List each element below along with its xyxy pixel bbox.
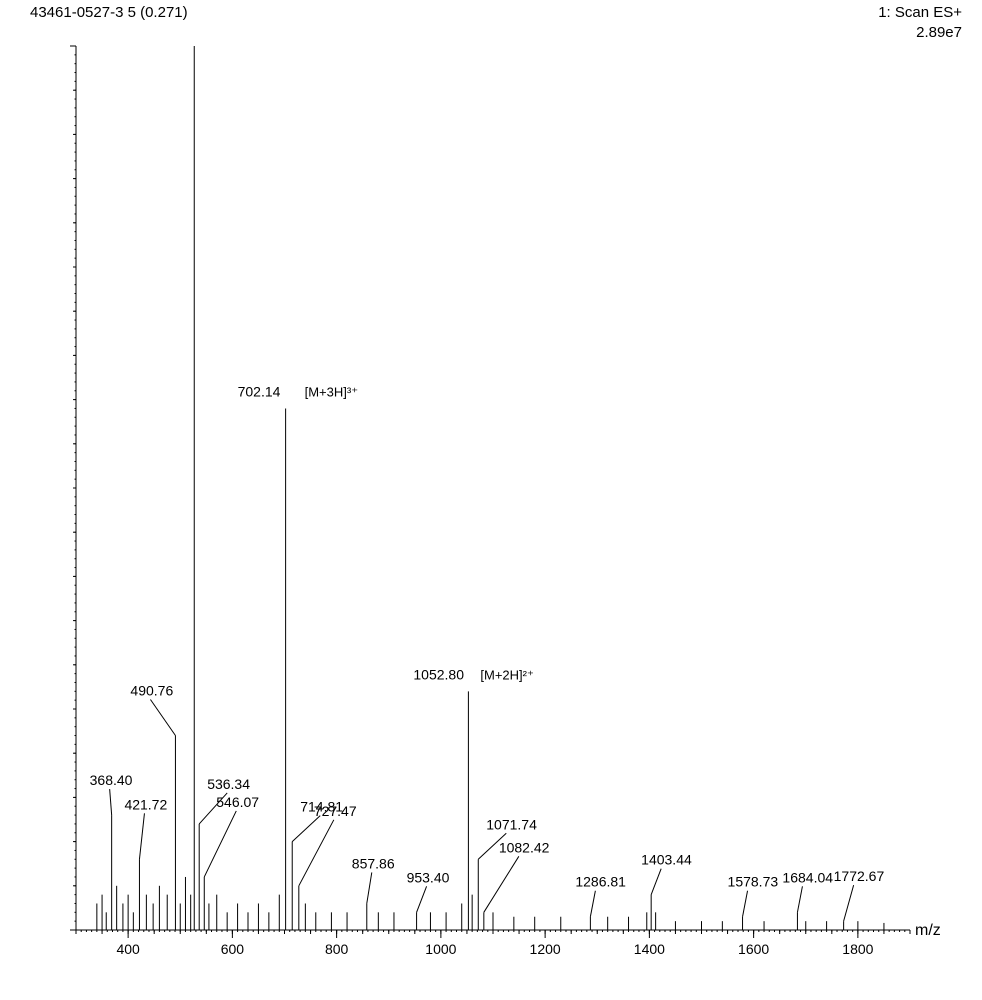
svg-text:1800: 1800 — [842, 941, 873, 957]
peak-label: 1684.04 — [782, 869, 833, 885]
peak-label: 1578.73 — [728, 874, 779, 890]
mass-spectrum-chart: 400600800100012001400160018000100m/z%368… — [70, 40, 940, 960]
peak-label: 1052.80 — [413, 666, 464, 682]
scan-mode-label: 1: Scan ES+ — [878, 4, 962, 21]
peak-label: 1772.67 — [834, 868, 885, 884]
peak-label: 1071.74 — [486, 816, 537, 832]
peak-label: 368.40 — [90, 772, 133, 788]
peak-label: 727.47 — [314, 803, 357, 819]
svg-text:600: 600 — [221, 941, 245, 957]
intensity-scale-label: 2.89e7 — [916, 24, 962, 41]
svg-text:1400: 1400 — [634, 941, 665, 957]
peak-label: 1403.44 — [641, 852, 692, 868]
peak-label: 857.86 — [352, 855, 395, 871]
svg-text:m/z: m/z — [915, 922, 940, 939]
svg-text:1000: 1000 — [425, 941, 456, 957]
spectrum-container: 43461-0527-3 5 (0.271) 1: Scan ES+ 2.89e… — [0, 0, 982, 1000]
peak-label: 1082.42 — [499, 839, 550, 855]
peak-label: 953.40 — [407, 869, 450, 885]
peak-label: 490.76 — [130, 683, 173, 699]
peak-label: 546.07 — [216, 794, 259, 810]
svg-text:400: 400 — [116, 941, 140, 957]
peak-annotation: [M+2H]²⁺ — [480, 667, 533, 682]
peak-label: 421.72 — [124, 796, 167, 812]
peak-annotation: [M+3H]³⁺ — [305, 384, 358, 399]
svg-text:1600: 1600 — [738, 941, 769, 957]
sample-id-label: 43461-0527-3 5 (0.271) — [30, 4, 188, 21]
svg-text:1200: 1200 — [530, 941, 561, 957]
svg-text:800: 800 — [325, 941, 349, 957]
peak-label: 536.34 — [207, 776, 250, 792]
peak-label: 1286.81 — [575, 874, 626, 890]
peak-label: 702.14 — [238, 383, 281, 399]
